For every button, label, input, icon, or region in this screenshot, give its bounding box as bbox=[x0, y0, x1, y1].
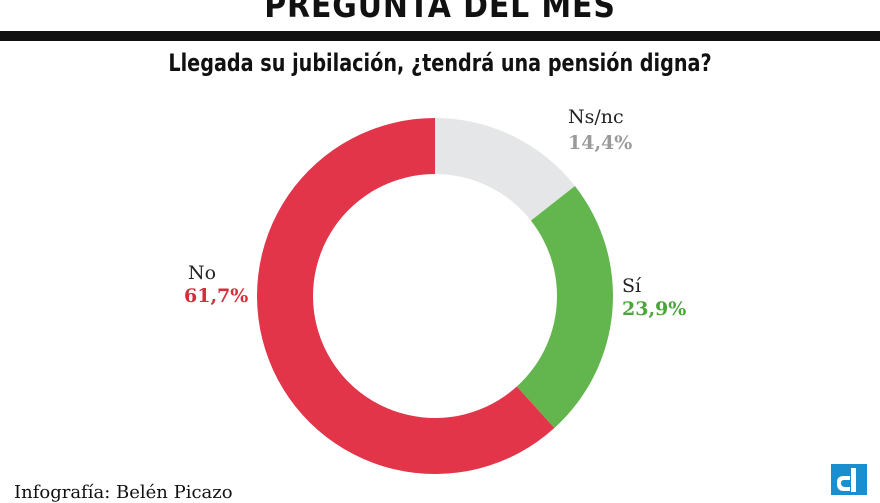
slice-label-no: No bbox=[188, 262, 217, 284]
slice-value-si: 23,9% bbox=[622, 298, 687, 320]
donut-slices bbox=[256, 118, 613, 474]
page-title: PREGUNTA DEL MES bbox=[264, 0, 616, 26]
donut-slice-no bbox=[256, 118, 555, 474]
slice-label-nsnc: Ns/nc bbox=[568, 106, 624, 128]
donut-slice-nsnc bbox=[435, 118, 575, 221]
publisher-logo-icon bbox=[831, 464, 867, 495]
header-rule bbox=[0, 31, 880, 41]
slice-value-nsnc: 14,4% bbox=[568, 132, 633, 154]
slice-value-no: 61,7% bbox=[184, 285, 249, 307]
slice-label-si: Sí bbox=[622, 275, 642, 297]
chart-title: Llegada su jubilación, ¿tendrá una pensi… bbox=[168, 49, 712, 77]
donut-slice-s bbox=[516, 186, 613, 429]
credit-text: Infografía: Belén Picazo bbox=[14, 482, 233, 503]
